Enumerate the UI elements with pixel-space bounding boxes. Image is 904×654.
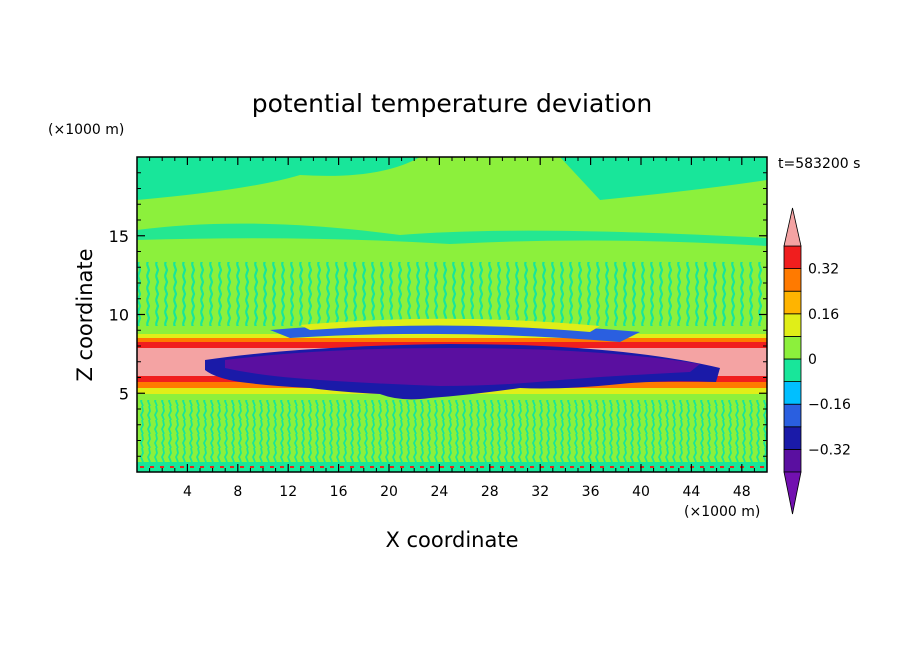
plot-area xyxy=(137,157,767,472)
colorbar-swatch xyxy=(783,268,802,292)
colorbar-swatch xyxy=(783,358,802,383)
y-tick-label: 5 xyxy=(119,384,129,403)
colorbar-label: 0.32 xyxy=(808,262,839,278)
chart-title: potential temperature deviation xyxy=(252,89,652,118)
colorbar-label: 0.16 xyxy=(808,307,839,323)
colorbar-swatch xyxy=(783,381,802,405)
colorbar-swatch xyxy=(783,426,802,450)
x-tick-label: 28 xyxy=(481,484,499,500)
x-tick-label: 16 xyxy=(330,484,348,500)
colorbar-label: −0.32 xyxy=(808,442,851,458)
colorbar-under-triangle xyxy=(783,471,802,515)
colorbar-over-triangle xyxy=(783,207,802,247)
time-label: t=583200 s xyxy=(778,156,860,172)
x-tick-label: 40 xyxy=(632,484,650,500)
upper-field xyxy=(137,157,767,326)
colorbar-swatch xyxy=(783,403,802,428)
y-unit-label: (×1000 m) xyxy=(48,122,124,138)
x-tick-label: 20 xyxy=(380,484,398,500)
colorbar-swatch xyxy=(783,245,802,270)
x-tick-label: 32 xyxy=(531,484,549,500)
colorbar-swatch xyxy=(783,290,802,315)
x-tick-label: 48 xyxy=(733,484,751,500)
colorbar-label: −0.16 xyxy=(808,397,851,413)
y-axis-ticks: 5 10 15 xyxy=(109,172,767,457)
colorbar: 0.32 0.16 0 −0.16 −0.32 xyxy=(783,207,851,515)
x-tick-label: 36 xyxy=(582,484,600,500)
y-tick-label: 15 xyxy=(109,227,129,246)
x-axis-label: X coordinate xyxy=(385,528,518,552)
x-tick-label: 44 xyxy=(682,484,700,500)
x-tick-label: 12 xyxy=(279,484,297,500)
colorbar-swatch xyxy=(783,448,802,473)
x-tick-label: 24 xyxy=(430,484,448,500)
y-tick-label: 10 xyxy=(109,306,129,325)
y-axis-label: Z coordinate xyxy=(73,248,97,381)
colorbar-swatch xyxy=(783,313,802,337)
x-tick-label: 8 xyxy=(233,484,242,500)
x-axis-ticks: 4 8 12 16 20 24 28 32 36 40 44 48 xyxy=(149,157,755,500)
cold-anomaly xyxy=(205,318,720,400)
lower-striped-layer xyxy=(137,400,767,466)
colorbar-swatch xyxy=(783,335,802,360)
x-unit-label: (×1000 m) xyxy=(684,504,760,520)
colorbar-label: 0 xyxy=(808,352,817,368)
x-tick-label: 4 xyxy=(183,484,192,500)
